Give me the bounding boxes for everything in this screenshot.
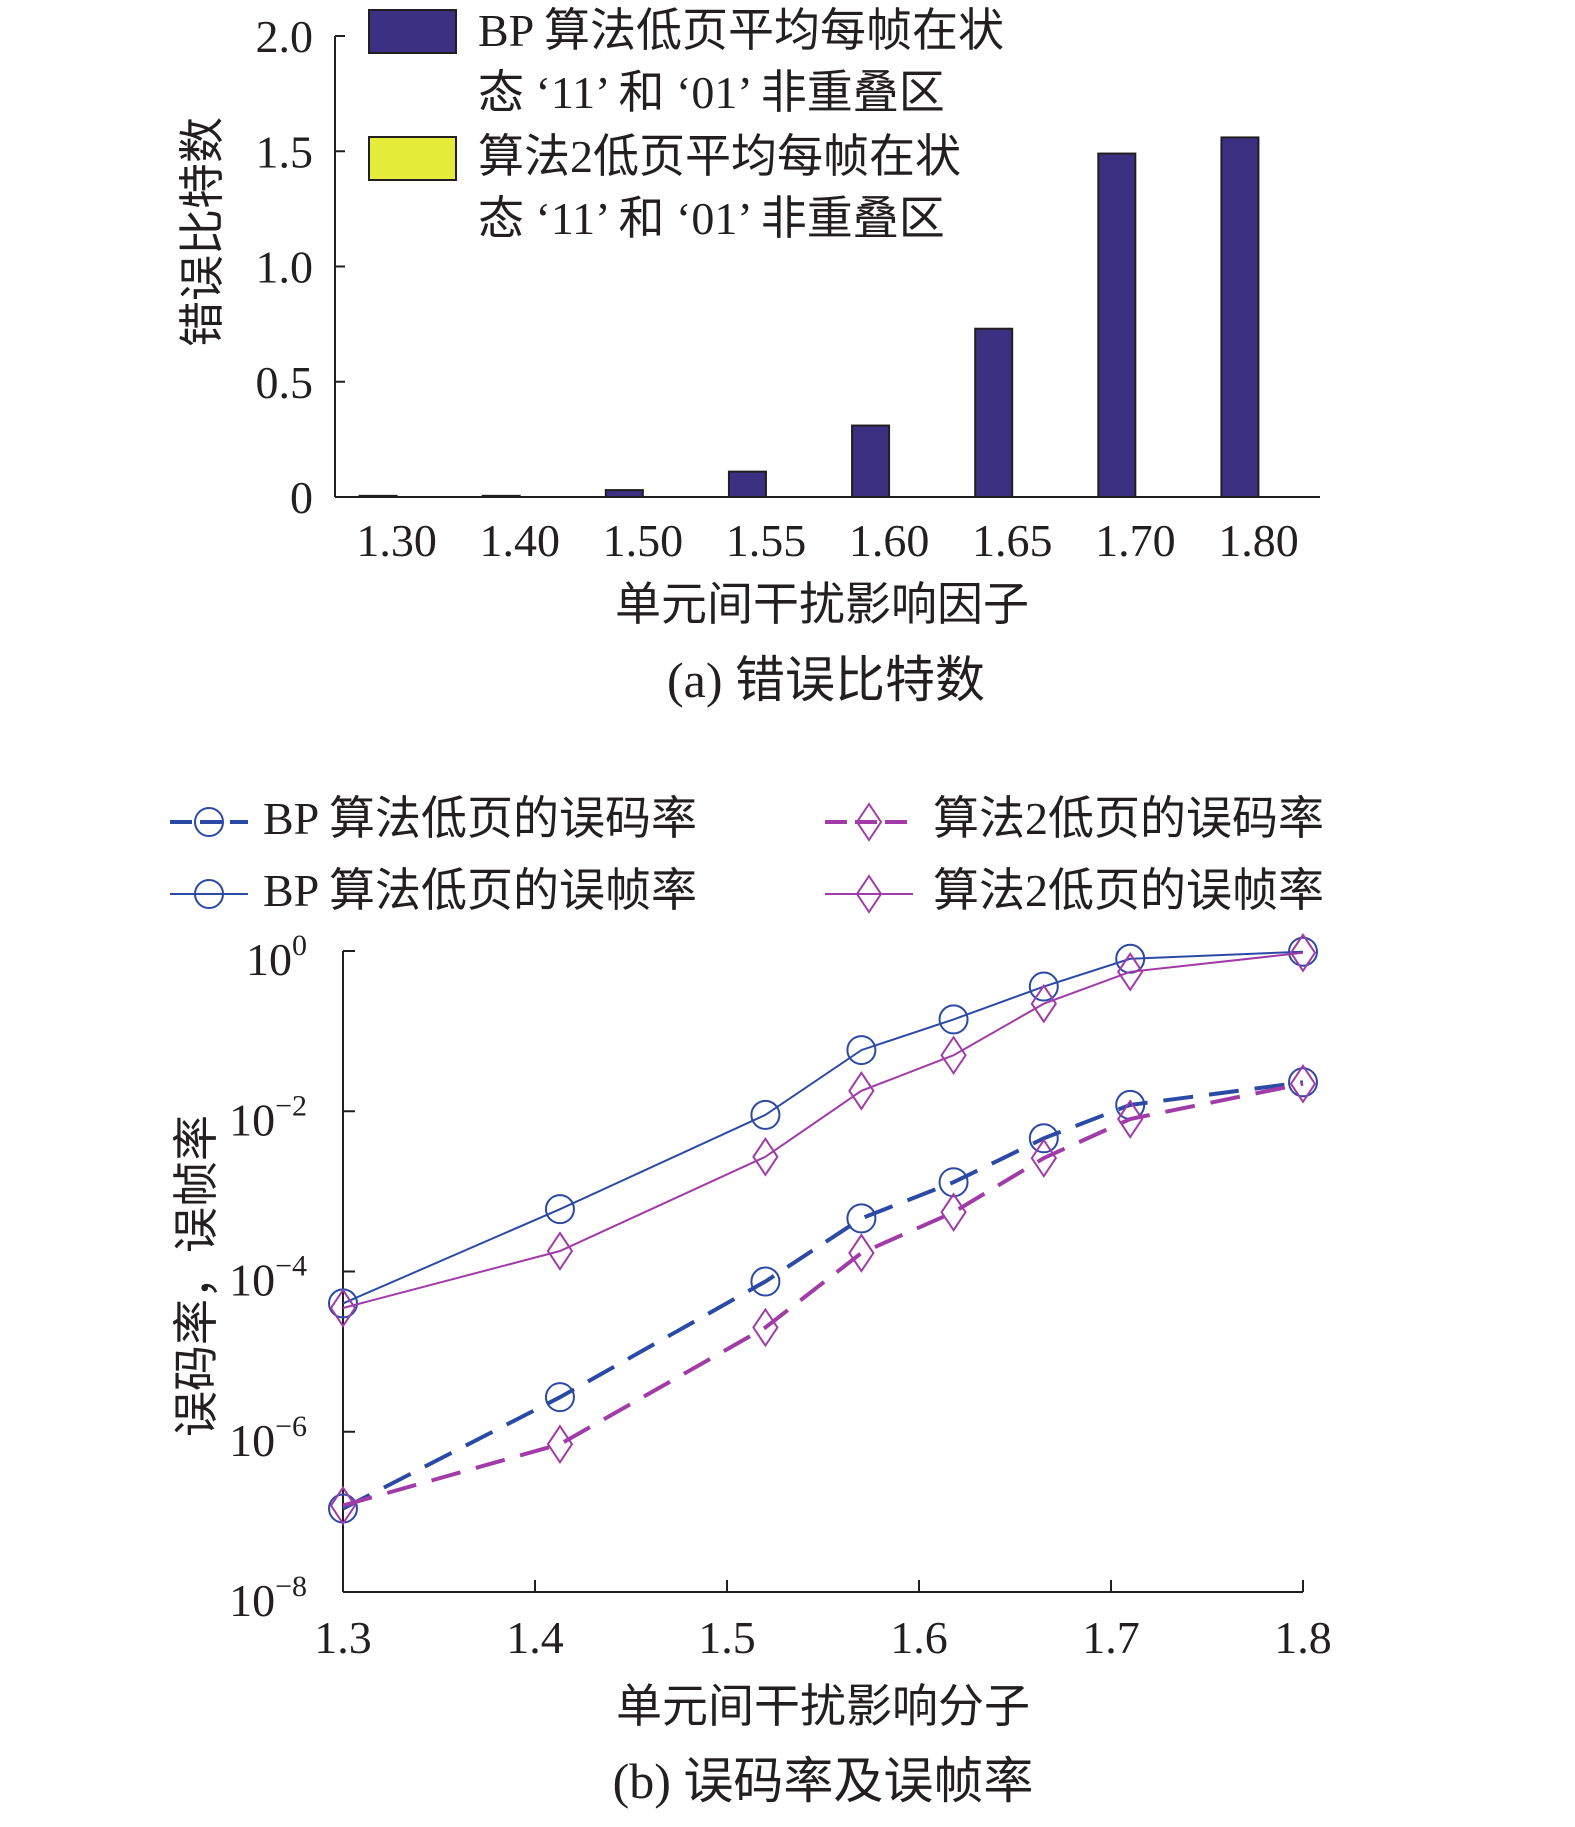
chart-caption: (b) 误码率及误帧率 [613, 1753, 1034, 1809]
diamond-marker [1030, 983, 1058, 1024]
y-tick-label: 1.0 [256, 242, 314, 293]
legend-label-bp-line1: BP 算法低页平均每帧在状 [478, 5, 1004, 56]
diamond-marker [940, 1035, 967, 1076]
circle-marker [544, 1382, 575, 1413]
series-line [342, 950, 1304, 1305]
diamond-marker [752, 1307, 779, 1348]
diamond-marker [329, 1288, 357, 1328]
x-tick-label: 1.50 [603, 515, 684, 566]
bar-bp [974, 327, 1014, 498]
circle-marker [1028, 1123, 1059, 1154]
y-tick-label: 1.5 [256, 126, 314, 177]
circle-marker [1288, 1067, 1318, 1098]
legend-circle-marker [194, 807, 224, 837]
legend-label-bp-fer: BP 算法低页的误帧率 [263, 865, 697, 916]
series-bp-ber [328, 1067, 1318, 1524]
x-tick-label: 1.60 [849, 515, 930, 566]
diamond-marker [752, 1137, 779, 1177]
diamond-marker [1116, 1099, 1144, 1139]
bar-bp [1097, 152, 1137, 498]
y-ticks: 100 10−2 10−4 10−6 10−8 [229, 929, 355, 1626]
x-axis-label: 单元间干扰影响分子 [616, 1681, 1030, 1732]
circle-marker [846, 1203, 877, 1234]
legend-circle-marker [194, 879, 224, 909]
x-tick-label: 1.4 [506, 1612, 564, 1663]
diamond-marker [1289, 932, 1317, 973]
x-tick-label: 1.6 [890, 1612, 948, 1663]
x-axis-label: 单元间干扰影响因子 [615, 579, 1029, 630]
diamond-marker [546, 1231, 574, 1271]
x-tick-label: 1.30 [356, 515, 437, 566]
diamond-marker [848, 1233, 875, 1273]
series-line [342, 951, 1304, 1309]
bar-bp [1220, 136, 1260, 498]
bar-bp [481, 494, 521, 499]
x-tick-label: 1.3 [314, 1612, 372, 1663]
y-tick-label: 10−2 [229, 1089, 307, 1145]
bar-chart-error-bits: 00.51.01.52.0 1.30 1.40 1.50 1.55 1.60 1.65 1.… [177, 5, 1320, 708]
x-tick-label: 1.40 [479, 515, 560, 566]
y-tick-label: 0.5 [256, 357, 314, 408]
circle-marker [750, 1099, 781, 1130]
circle-marker [1028, 971, 1059, 1002]
series-alg2-fer [329, 932, 1317, 1328]
y-tick-label: 10−4 [229, 1250, 307, 1306]
y-tick-label: 10−6 [229, 1410, 307, 1466]
circle-marker [846, 1035, 877, 1066]
y-axis-label: 错误比特数 [177, 117, 228, 347]
y-tick-label: 100 [246, 929, 307, 985]
circle-marker [938, 1167, 969, 1198]
legend-label-alg2-line2: 态 ‘11’ 和 ‘01’ 非重叠区 [478, 193, 945, 244]
y-ticks: 0 0.5 1.0 1.5 2.0 [256, 11, 345, 523]
y-tick-label: 10−8 [229, 1570, 307, 1626]
legend-label-alg2-line1: 算法2低页平均每帧在状 [478, 131, 961, 182]
x-ticks: 1.3 1.4 1.5 1.6 1.7 1.8 [314, 1580, 1332, 1663]
series-line [342, 1080, 1304, 1511]
circle-marker [544, 1194, 575, 1225]
legend: BP 算法低页的误码率 BP 算法低页的误帧率 算法2低页的误码率 算法2低页的… [170, 793, 1324, 916]
bar-bp [851, 424, 891, 499]
bar-bp [604, 489, 644, 498]
legend-diamond-marker [855, 802, 883, 842]
series-alg2-ber [329, 1064, 1317, 1526]
x-tick-label: 1.8 [1274, 1612, 1332, 1663]
legend-swatch-bp [368, 9, 457, 54]
y-tick-label: 2.0 [256, 11, 314, 62]
legend-label-alg2-ber: 算法2低页的误码率 [933, 793, 1324, 844]
legend-label-alg2-fer: 算法2低页的误帧率 [933, 865, 1324, 916]
diamond-marker [1030, 1138, 1058, 1178]
circle-marker [750, 1266, 781, 1297]
x-ticks: 1.30 1.40 1.50 1.55 1.60 1.65 1.70 1.80 [356, 515, 1298, 566]
bar-bp [727, 470, 767, 498]
circle-marker [1288, 936, 1318, 967]
diamond-marker [848, 1070, 875, 1111]
line-chart-error-rates: 100 10−2 10−4 10−6 10−8 1.3 1.4 1.5 1.6 1.7 1.8 误… [170, 793, 1332, 1809]
x-tick-label: 1.55 [726, 515, 807, 566]
legend-swatch-alg2 [368, 136, 457, 181]
bars [358, 136, 1260, 499]
diamond-marker [940, 1192, 967, 1232]
diamond-marker [1289, 1064, 1317, 1104]
legend: BP 算法低页平均每帧在状 态 ‘11’ 和 ‘01’ 非重叠区 算法2低页平均… [368, 5, 1004, 244]
diamond-marker [1116, 952, 1144, 992]
chart-caption: (a) 错误比特数 [667, 652, 985, 708]
x-tick-label: 1.70 [1095, 515, 1176, 566]
x-tick-label: 1.5 [698, 1612, 756, 1663]
legend-label-bp-line2: 态 ‘11’ 和 ‘01’ 非重叠区 [478, 67, 945, 118]
circle-marker [938, 1004, 969, 1035]
series-bp-fer [328, 936, 1318, 1319]
x-tick-label: 1.65 [972, 515, 1053, 566]
series-line [342, 1081, 1304, 1508]
y-axis-label: 误码率，误帧率 [171, 1115, 222, 1437]
y-tick-label: 0 [290, 472, 313, 523]
legend-label-bp-ber: BP 算法低页的误码率 [263, 793, 697, 844]
series [328, 932, 1318, 1526]
x-tick-label: 1.7 [1082, 1612, 1140, 1663]
legend-diamond-marker [855, 874, 883, 914]
diamond-marker [329, 1485, 357, 1526]
bar-bp [358, 494, 398, 499]
diamond-marker [546, 1424, 574, 1464]
x-tick-label: 1.80 [1218, 515, 1299, 566]
